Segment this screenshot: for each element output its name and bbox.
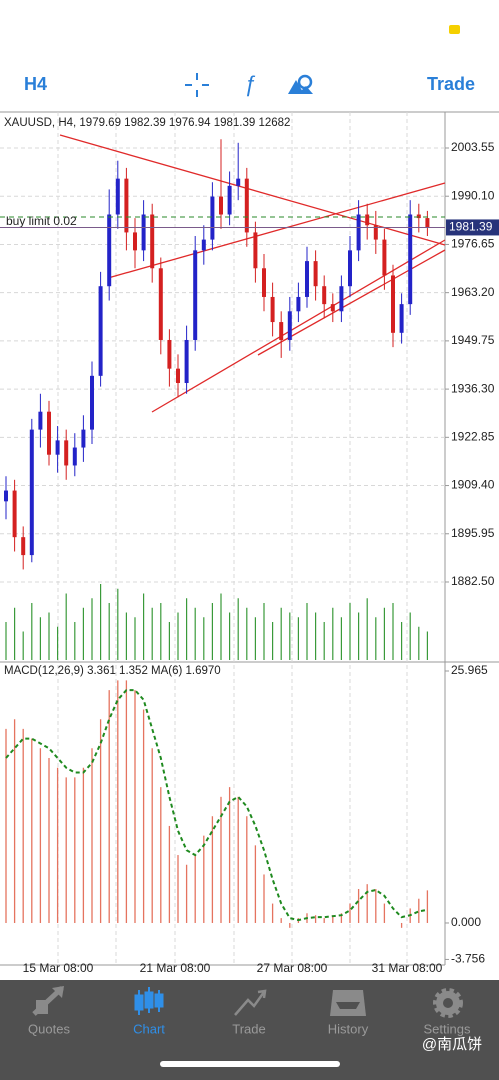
candle-body bbox=[90, 375, 94, 430]
y-tick-label: 0.000 bbox=[451, 915, 481, 929]
candle-body bbox=[416, 214, 421, 219]
watermark: @南瓜饼 bbox=[422, 1036, 482, 1053]
candle-body bbox=[38, 411, 43, 430]
candle-body bbox=[365, 214, 370, 226]
timeframe-button[interactable]: H4 bbox=[24, 74, 47, 94]
x-tick-label: 31 Mar 08:00 bbox=[372, 961, 443, 975]
candle-body bbox=[4, 490, 8, 502]
candle-body bbox=[81, 429, 86, 448]
candle-body bbox=[210, 196, 215, 240]
candle-body bbox=[176, 368, 180, 384]
candle-body bbox=[425, 218, 430, 228]
candle-body bbox=[227, 185, 232, 215]
candle-body bbox=[373, 225, 378, 240]
candle-body bbox=[55, 440, 60, 455]
candle-body bbox=[98, 286, 103, 376]
x-tick-label: 21 Mar 08:00 bbox=[140, 961, 211, 975]
candle-body bbox=[287, 311, 292, 340]
tab-label[interactable]: Trade bbox=[232, 1021, 265, 1036]
tab-label[interactable]: History bbox=[328, 1021, 369, 1036]
candle-body bbox=[115, 178, 120, 215]
current-price-box bbox=[446, 219, 499, 236]
tab-label[interactable]: Chart bbox=[133, 1021, 165, 1036]
candle-body bbox=[399, 304, 404, 333]
candle-body bbox=[64, 440, 69, 466]
candle-body bbox=[72, 447, 77, 466]
y-tick-label: 1976.65 bbox=[451, 237, 495, 251]
candle-body bbox=[193, 250, 198, 340]
x-tick-label: 15 Mar 08:00 bbox=[23, 961, 94, 975]
candle-body bbox=[21, 537, 26, 556]
current-price-label: 1981.39 bbox=[449, 220, 493, 234]
candle-body bbox=[339, 286, 344, 312]
candle-body bbox=[330, 304, 335, 312]
y-tick-label: 1882.50 bbox=[451, 574, 495, 588]
candle-body bbox=[356, 214, 361, 251]
candle-body bbox=[348, 250, 352, 287]
candle-body bbox=[262, 268, 266, 297]
candle-body bbox=[296, 296, 301, 312]
crosshair-icon[interactable] bbox=[185, 73, 209, 97]
candle-body bbox=[124, 178, 129, 233]
trend-line bbox=[59, 134, 446, 246]
candle-body bbox=[322, 286, 327, 305]
candle-body bbox=[382, 239, 387, 276]
y-tick-label: -3.756 bbox=[451, 952, 485, 966]
y-tick-label: 1990.10 bbox=[451, 188, 495, 202]
x-tick-label: 27 Mar 08:00 bbox=[257, 961, 328, 975]
indicator-title: MACD(12,26,9) 3.361 1.352 MA(6) 1.6970 bbox=[4, 665, 221, 677]
candle-body bbox=[201, 239, 206, 251]
candle-body bbox=[184, 339, 189, 384]
trade-icon[interactable] bbox=[234, 989, 267, 1016]
y-tick-label: 1963.20 bbox=[451, 285, 495, 299]
settings-icon[interactable] bbox=[433, 988, 463, 1018]
candle-body bbox=[47, 411, 51, 455]
candle-body bbox=[236, 178, 241, 186]
trend-line bbox=[107, 182, 446, 279]
objects-icon[interactable] bbox=[288, 74, 313, 94]
order-label: buy limit 0.02 bbox=[6, 214, 77, 228]
tab-label[interactable]: Settings bbox=[424, 1021, 471, 1036]
y-tick-label: 1936.30 bbox=[451, 381, 495, 395]
trend-line bbox=[151, 239, 446, 413]
chart-title: XAUUSD, H4, 1979.69 1982.39 1976.94 1981… bbox=[4, 117, 290, 129]
candle-body bbox=[408, 214, 413, 305]
candle-body bbox=[279, 322, 284, 340]
y-tick-label: 1909.40 bbox=[451, 478, 495, 492]
candle-body bbox=[391, 275, 395, 333]
candle-body bbox=[244, 178, 249, 233]
candle-body bbox=[313, 261, 318, 287]
quotes-icon[interactable] bbox=[32, 986, 64, 1016]
candle-body bbox=[158, 268, 163, 340]
indicators-icon[interactable]: ƒ bbox=[244, 71, 256, 96]
history-icon[interactable] bbox=[330, 990, 366, 1016]
candle-body bbox=[253, 232, 258, 269]
tab-label[interactable]: Quotes bbox=[28, 1021, 70, 1036]
candle-body bbox=[107, 214, 112, 287]
tab-labels: Quotes Chart Trade History Settings bbox=[28, 1021, 471, 1036]
candle-body bbox=[12, 490, 17, 538]
home-indicator bbox=[160, 1061, 340, 1067]
chart-icon[interactable] bbox=[134, 987, 164, 1015]
candle-body bbox=[29, 429, 34, 556]
status-indicator bbox=[449, 25, 460, 34]
candle-body bbox=[150, 214, 155, 269]
y-tick-label: 1895.95 bbox=[451, 526, 495, 540]
signal-line bbox=[5, 689, 428, 922]
y-tick-label: 25.965 bbox=[451, 663, 488, 677]
chart-area: 2003.55 1990.10 1976.65 1963.20 1949.75 1936.… bbox=[0, 111, 499, 975]
trade-button[interactable]: Trade bbox=[427, 74, 475, 94]
candle-body bbox=[141, 214, 146, 251]
candle-body bbox=[133, 232, 137, 251]
candle-body bbox=[305, 261, 309, 297]
y-tick-label: 1922.85 bbox=[451, 429, 495, 443]
candle-body bbox=[270, 296, 275, 323]
y-tick-label: 2003.55 bbox=[451, 140, 495, 154]
candle-body bbox=[167, 339, 172, 369]
candle-body bbox=[219, 196, 223, 215]
y-tick-label: 1949.75 bbox=[451, 333, 495, 347]
